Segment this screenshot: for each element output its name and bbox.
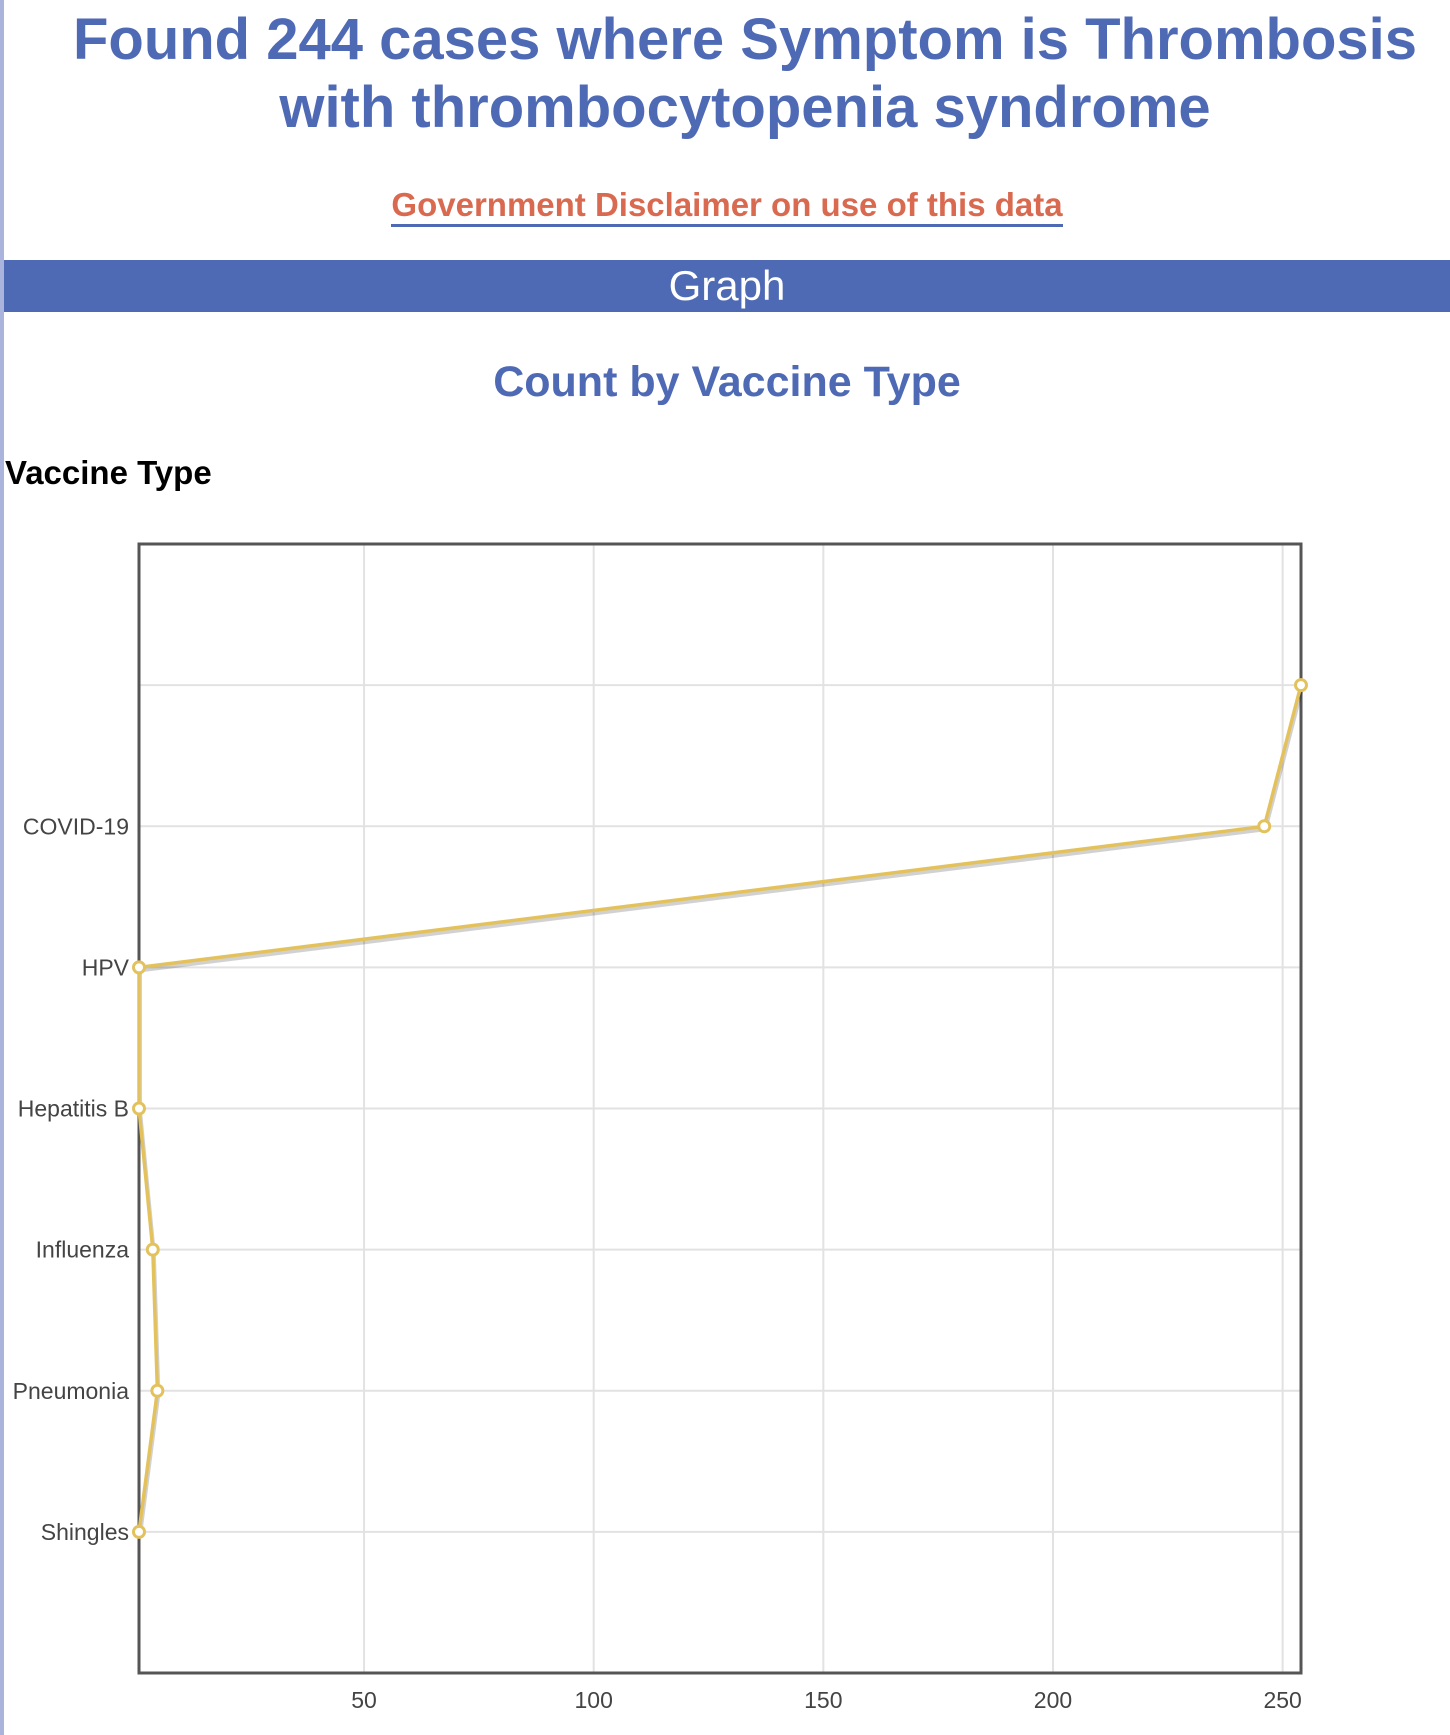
data-point xyxy=(1294,678,1308,693)
y-tick-label: HPV xyxy=(82,954,130,980)
data-point xyxy=(132,960,146,975)
x-tick-label: 50 xyxy=(351,1687,377,1713)
y-tick-label: Hepatitis B xyxy=(18,1096,129,1122)
y-tick-label: COVID-19 xyxy=(23,813,129,839)
graph-section-header: Graph xyxy=(4,260,1450,312)
chart-title: Count by Vaccine Type xyxy=(493,358,961,406)
government-disclaimer-link[interactable]: Government Disclaimer on use of this dat… xyxy=(391,186,1063,227)
y-axis-title: Vaccine Type xyxy=(5,454,212,491)
page-title: Found 244 cases where Symptom is Thrombo… xyxy=(72,7,1418,140)
disclaimer-link-container: Government Disclaimer on use of this dat… xyxy=(4,183,1450,227)
left-border xyxy=(0,0,4,1735)
data-point xyxy=(1257,819,1272,834)
y-tick-label: Influenza xyxy=(36,1237,130,1263)
data-point xyxy=(132,1101,146,1116)
y-tick-label: Pneumonia xyxy=(13,1378,130,1404)
data-point xyxy=(150,1383,165,1398)
y-tick-label: Shingles xyxy=(41,1519,129,1545)
data-point xyxy=(145,1242,160,1257)
x-tick-label: 250 xyxy=(1263,1687,1301,1713)
x-tick-label: 100 xyxy=(575,1687,613,1713)
data-point xyxy=(132,1524,146,1539)
x-tick-label: 150 xyxy=(804,1687,842,1713)
series-line-shadow xyxy=(138,687,1304,1536)
x-tick-label: 200 xyxy=(1034,1687,1072,1713)
